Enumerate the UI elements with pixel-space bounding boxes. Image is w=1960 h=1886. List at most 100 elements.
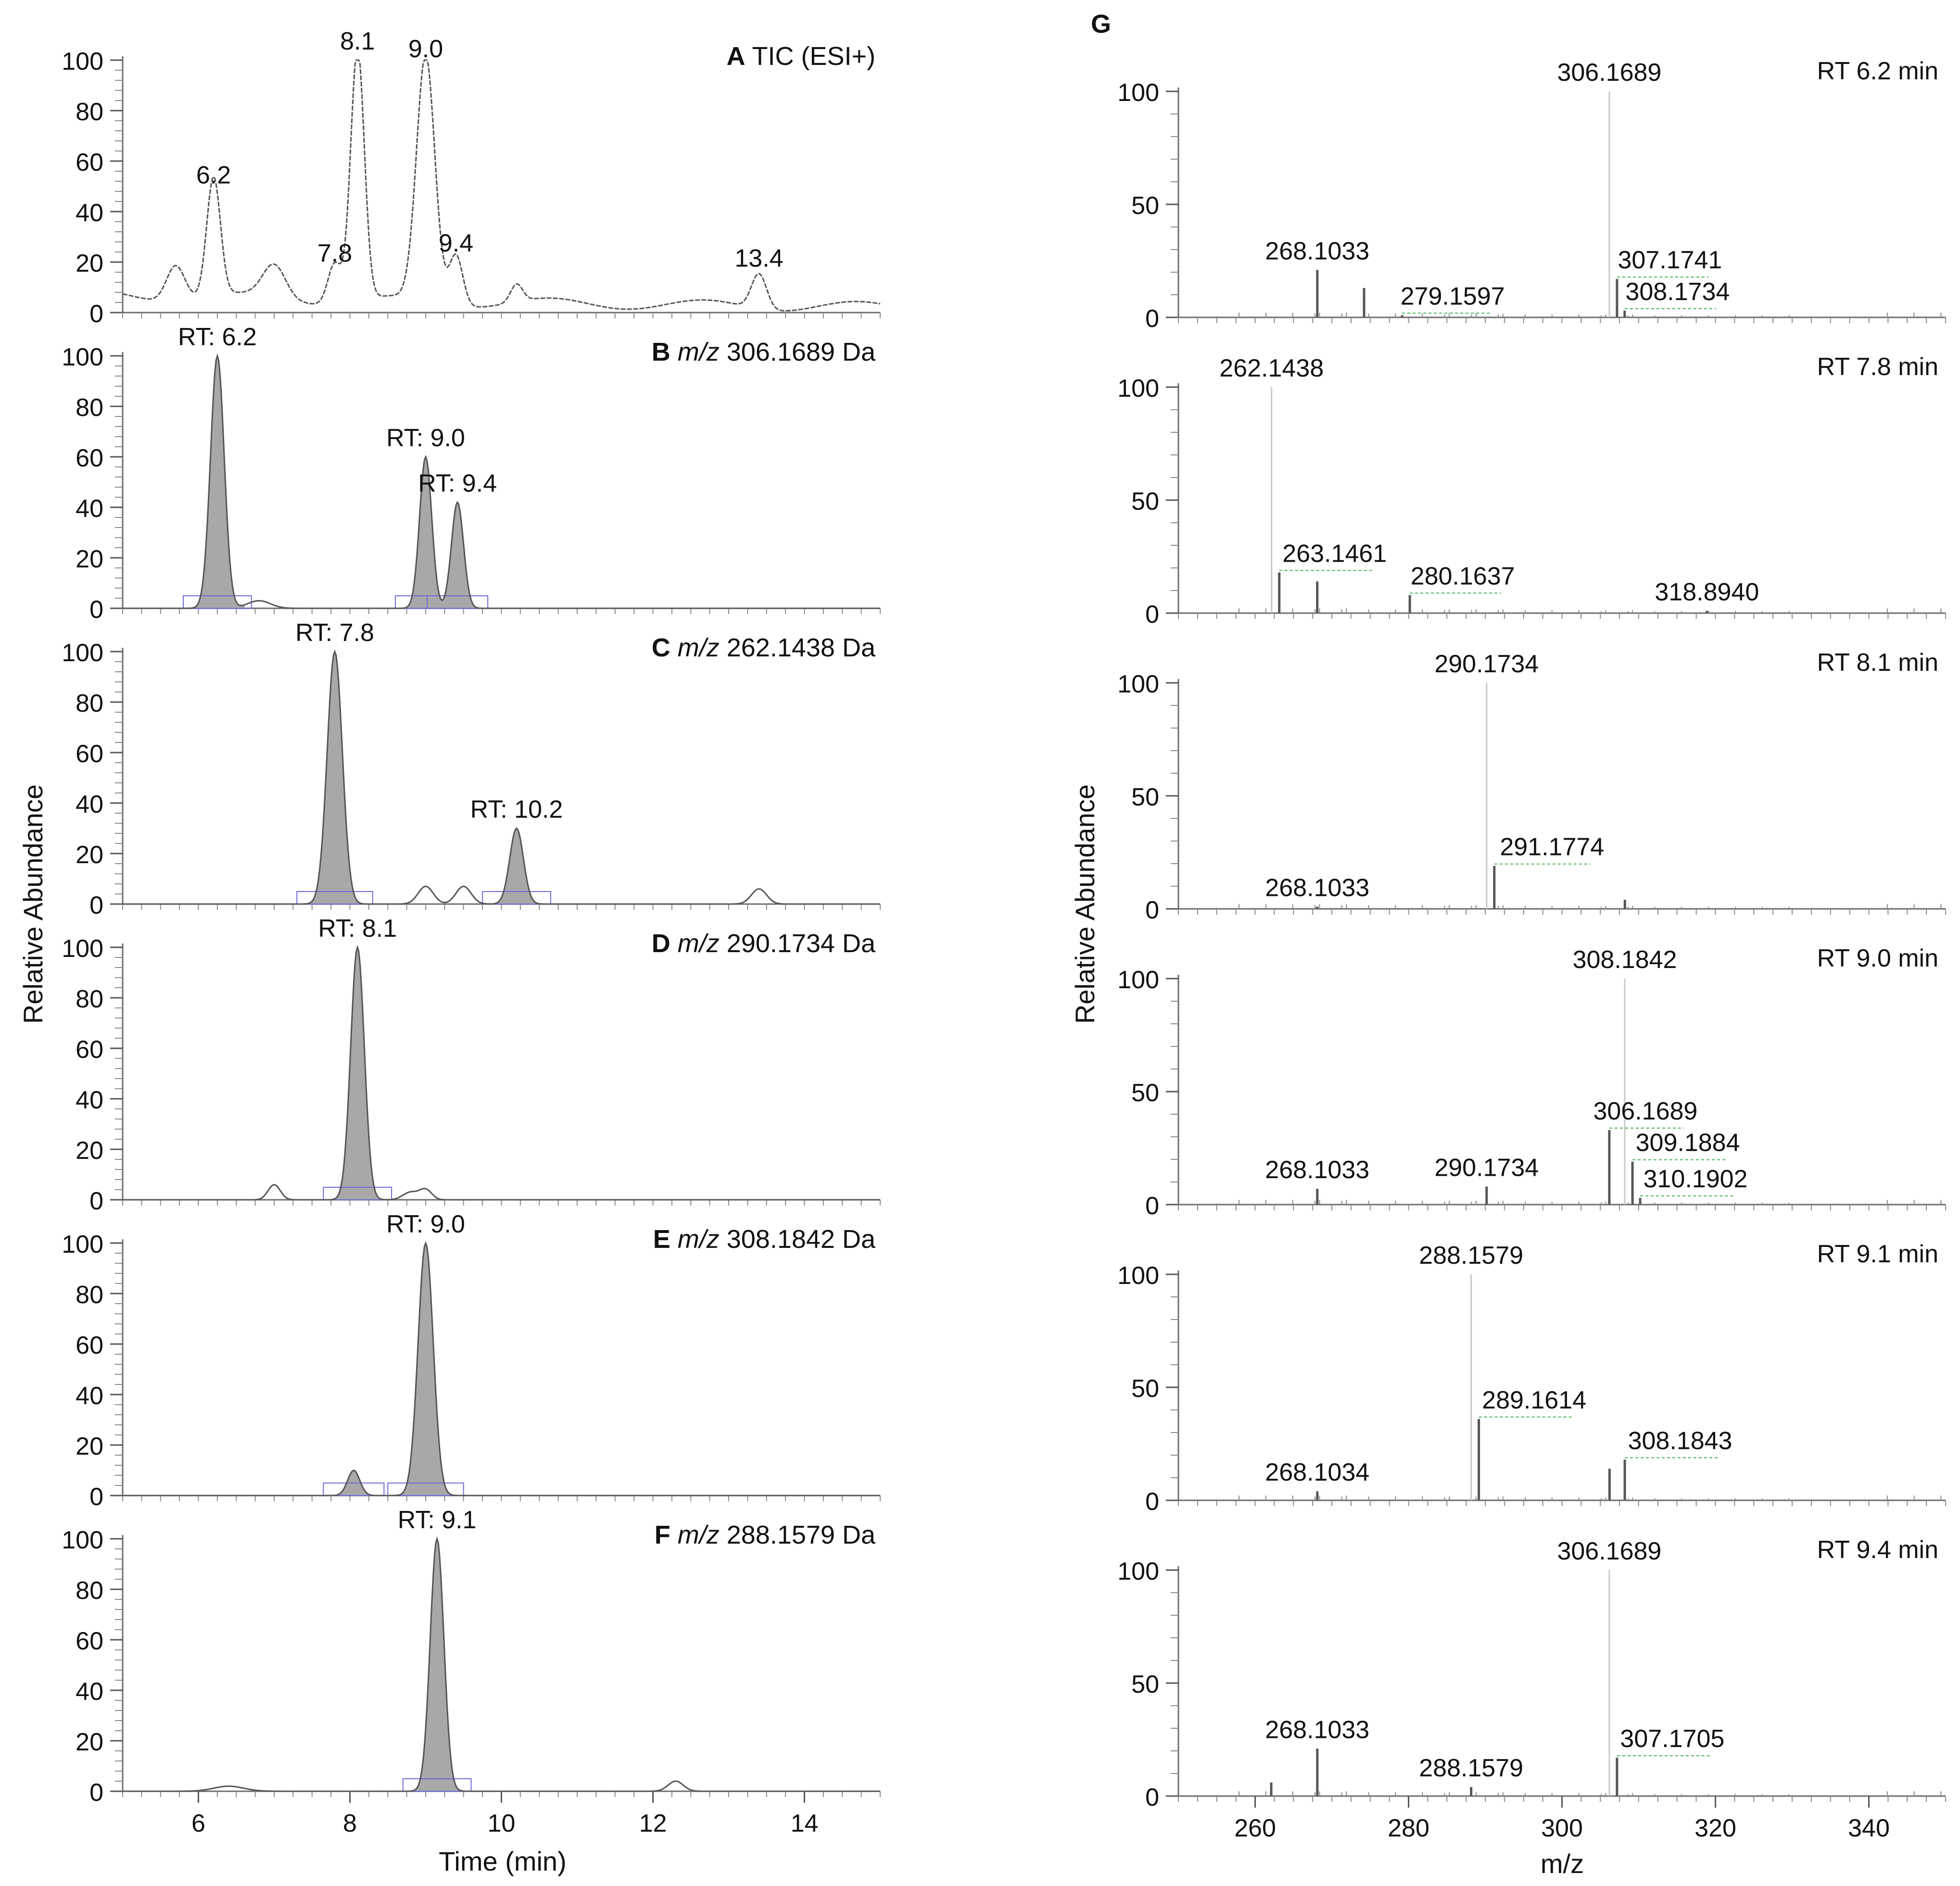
panel-g4: 0 50 100 268.1033 290.1734 306.1689 308.1842 30… — [1117, 944, 1946, 1220]
panel-c-y-tick-label: 0 — [89, 892, 103, 919]
panel-g1: 0 50 100 268.1033 279.1597 306.1689 307.1741 30… — [1117, 57, 1946, 333]
panel-b-title-pre — [670, 338, 678, 366]
panel-f-y-tick-label: 100 — [62, 1526, 103, 1554]
panel-c-trace — [123, 649, 880, 905]
panel-b-y-tick-label: 40 — [76, 495, 103, 523]
panel-d-y-tick-label: 20 — [76, 1137, 103, 1165]
right-y-axis-label: Relative Abundance — [1070, 784, 1100, 1024]
panel-c-peak-area — [489, 828, 544, 904]
panel-g6-peak-label: 306.1689 — [1557, 1537, 1661, 1565]
panel-g5-y-tick-label: 0 — [1145, 1488, 1159, 1516]
panel-g3-peak-label: 291.1774 — [1500, 833, 1604, 861]
panel-f-x-tick-label: 10 — [488, 1810, 516, 1837]
panel-g2-peak-label: 318.8940 — [1655, 578, 1759, 606]
panel-a-title-letter: A — [726, 42, 745, 71]
panel-e-y-tick-label: 40 — [76, 1382, 103, 1410]
panel-a-title-pre: TIC (ESI+) — [745, 42, 875, 71]
panel-c-y-tick-label: 20 — [76, 841, 103, 869]
panel-g5-rt-label: RT 9.1 min — [1817, 1240, 1938, 1268]
panel-c-integration-box — [296, 891, 373, 905]
panel-g6-peak-label: 288.1579 — [1419, 1754, 1523, 1782]
panel-g5-peak-label: 268.1034 — [1265, 1459, 1369, 1486]
panel-e-title-mz: m/z — [678, 1225, 720, 1254]
panel-b-y-tick-label: 0 — [89, 596, 103, 624]
panel-d-title-post: 290.1734 Da — [720, 929, 876, 958]
panel-c-peak-label: RT: 7.8 — [295, 619, 374, 647]
panel-d-y-tick-label: 60 — [76, 1036, 103, 1064]
panel-a-y-tick-label: 40 — [76, 199, 103, 227]
panel-c-title-post: 262.1438 Da — [720, 633, 876, 662]
panel-g2-peak-label: 263.1461 — [1282, 540, 1387, 567]
panel-f-x-tick-label: 14 — [791, 1810, 819, 1837]
panel-c-y-tick-label: 100 — [62, 639, 103, 667]
panel-f-x-tick-label: 8 — [343, 1810, 357, 1837]
panel-f-y-tick-label: 80 — [76, 1577, 103, 1605]
panel-g6-rt-label: RT 9.4 min — [1817, 1536, 1938, 1564]
panel-b-y-tick-label: 20 — [76, 545, 103, 573]
panel-g-letter: G — [1091, 10, 1111, 38]
panel-b-peak-area — [190, 356, 245, 608]
panel-g6-peak-label: 307.1705 — [1620, 1725, 1724, 1753]
panel-e-y-tick-label: 100 — [62, 1231, 103, 1258]
panel-c-title: C m/z 262.1438 Da — [652, 633, 876, 662]
panel-e-title-letter: E — [653, 1225, 670, 1254]
panel-g4-peak-label: 290.1734 — [1434, 1154, 1539, 1182]
panel-g6-x-tick-label: 320 — [1694, 1814, 1736, 1842]
panel-a-peak-label: 8.1 — [340, 27, 375, 55]
panel-c-y-tick-label: 80 — [76, 690, 103, 717]
panel-c-y-tick-label: 60 — [76, 740, 103, 768]
panel-g4-peak-label: 306.1689 — [1593, 1097, 1697, 1125]
panel-g1-peak-label: 307.1741 — [1618, 246, 1722, 274]
panel-g3-rt-label: RT 8.1 min — [1817, 649, 1938, 677]
panel-f-y-tick-label: 20 — [76, 1728, 103, 1756]
panel-b-peak-area — [401, 457, 450, 608]
panel-d-y-tick-label: 100 — [62, 935, 103, 963]
panel-f-title-mz: m/z — [678, 1521, 720, 1549]
panel-e-trace — [123, 1241, 880, 1496]
panel-f-trace — [123, 1536, 880, 1792]
panel-g3-peak-label: 268.1033 — [1265, 874, 1369, 902]
panel-b-y-tick-label: 80 — [76, 394, 103, 422]
panel-b-peak-area — [433, 502, 482, 608]
panel-g6: 0 50 100 260 280 300 320 340 268.1033 288.1579 306… — [1117, 1536, 1946, 1842]
panel-g6-x-tick-label: 260 — [1234, 1814, 1276, 1842]
panel-g4-peak-label: 268.1033 — [1265, 1156, 1369, 1184]
panel-g4-peak-label: 308.1842 — [1573, 946, 1677, 974]
panel-b-peak-label: RT: 9.4 — [418, 470, 497, 498]
panel-d-integration-box — [323, 1187, 392, 1200]
panel-g6-y-tick-label: 50 — [1131, 1671, 1159, 1698]
panel-e: 0 20 40 60 80 100 E m/z 308.1842 Da RT: 9.0 — [62, 1210, 881, 1511]
panel-f-y-tick-label: 0 — [89, 1779, 103, 1807]
panel-d-title-pre — [670, 929, 678, 958]
panel-a-y-tick-label: 80 — [76, 98, 103, 126]
panel-g5-peak-label: 288.1579 — [1419, 1242, 1523, 1270]
panel-e-y-tick-label: 0 — [89, 1483, 103, 1511]
panel-c-y-tick-label: 40 — [76, 791, 103, 818]
panel-b-trace — [123, 353, 880, 609]
panel-e-peak-label: RT: 9.0 — [386, 1210, 465, 1238]
panel-f-y-tick-label: 40 — [76, 1678, 103, 1706]
panel-a-peak-label: 7.8 — [317, 239, 352, 267]
panel-a-y-tick-label: 100 — [62, 48, 103, 75]
panel-a-trace — [122, 59, 881, 312]
panel-g5-peak-label: 308.1843 — [1628, 1427, 1732, 1455]
panel-g1-rt-label: RT 6.2 min — [1817, 57, 1938, 85]
panel-g1-y-tick-label: 50 — [1131, 192, 1159, 220]
panel-d-title-letter: D — [652, 929, 670, 958]
panel-f-title-letter: F — [655, 1521, 670, 1549]
panel-e-integration-box — [387, 1483, 464, 1496]
panel-g2-y-tick-label: 50 — [1131, 488, 1159, 516]
panel-a-peak-label: 9.4 — [439, 229, 473, 257]
panel-c-title-letter: C — [652, 633, 670, 662]
left-x-axis-label: Time (min) — [439, 1846, 566, 1876]
panel-g6-y-tick-label: 0 — [1145, 1784, 1159, 1811]
panel-d: 0 20 40 60 80 100 D m/z 290.1734 Da RT: 8.1 — [62, 915, 881, 1215]
panel-g3-y-tick-label: 50 — [1131, 783, 1159, 811]
panel-b-peak-label: RT: 6.2 — [178, 323, 257, 351]
panel-g6-x-tick-label: 280 — [1388, 1814, 1429, 1842]
panel-g5-y-tick-label: 100 — [1117, 1262, 1159, 1290]
panel-f-y-tick-label: 60 — [76, 1627, 103, 1655]
panel-g2-peak-label: 262.1438 — [1219, 354, 1324, 382]
